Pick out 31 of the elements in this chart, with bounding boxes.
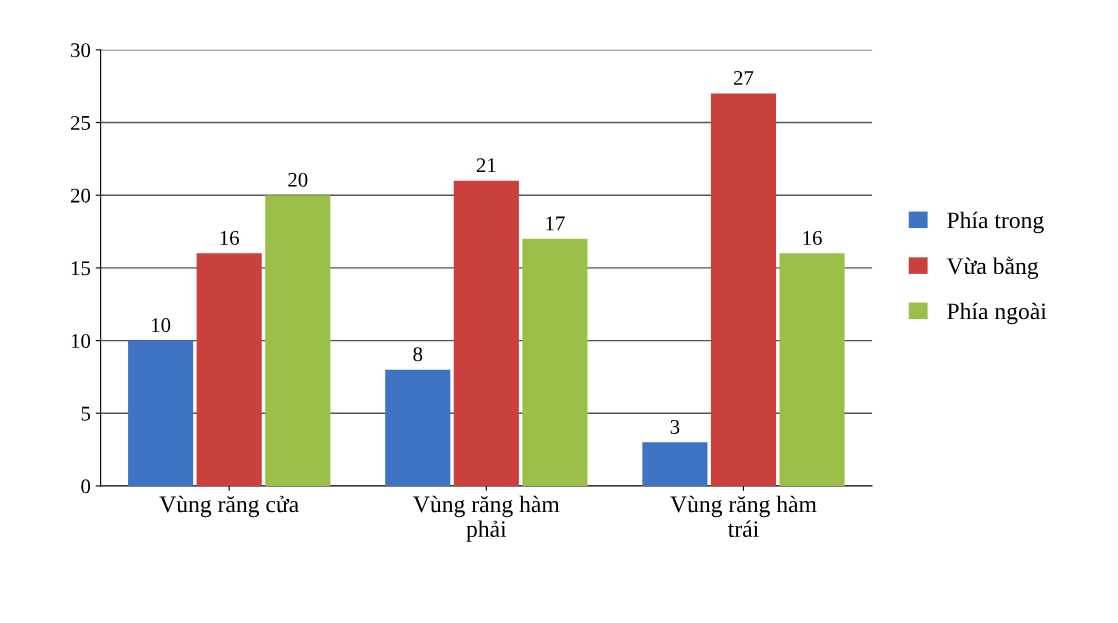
x-tick-label: Vùng răng hàm phải [413, 495, 560, 542]
y-tick-label: 10 [71, 333, 91, 349]
y-tick-label: 25 [70, 115, 91, 130]
y-tick-label: 15 [71, 261, 91, 276]
bar [710, 93, 777, 486]
bar [642, 442, 708, 486]
x-tick-label: Vùng răng cửa [159, 495, 299, 518]
bar [779, 253, 845, 486]
data-label: 20 [288, 172, 308, 187]
data-label: 10 [152, 318, 171, 333]
legend-label: Phía ngoài [947, 302, 1047, 325]
bar [196, 253, 262, 486]
bar [265, 195, 331, 486]
y-tick-label: 5 [81, 406, 91, 421]
y-tick-label: 0 [81, 479, 91, 494]
y-tick-label: 30 [71, 43, 91, 58]
x-tick-label: Vùng răng hàm trái [670, 495, 817, 538]
data-label: 21 [476, 158, 496, 173]
data-label: 3 [670, 419, 680, 434]
legend-label: Phía trong [947, 211, 1044, 234]
y-tick-label: 20 [70, 188, 91, 203]
bar [453, 180, 519, 486]
data-label: 17 [546, 216, 565, 231]
bar [128, 340, 194, 486]
legend-label: Vừa bằng [946, 256, 1039, 279]
data-label: 16 [220, 230, 239, 245]
data-label: 27 [733, 71, 754, 85]
data-label: 8 [413, 347, 423, 362]
bar [385, 369, 451, 486]
data-label: 16 [803, 230, 822, 245]
bar [522, 238, 588, 486]
